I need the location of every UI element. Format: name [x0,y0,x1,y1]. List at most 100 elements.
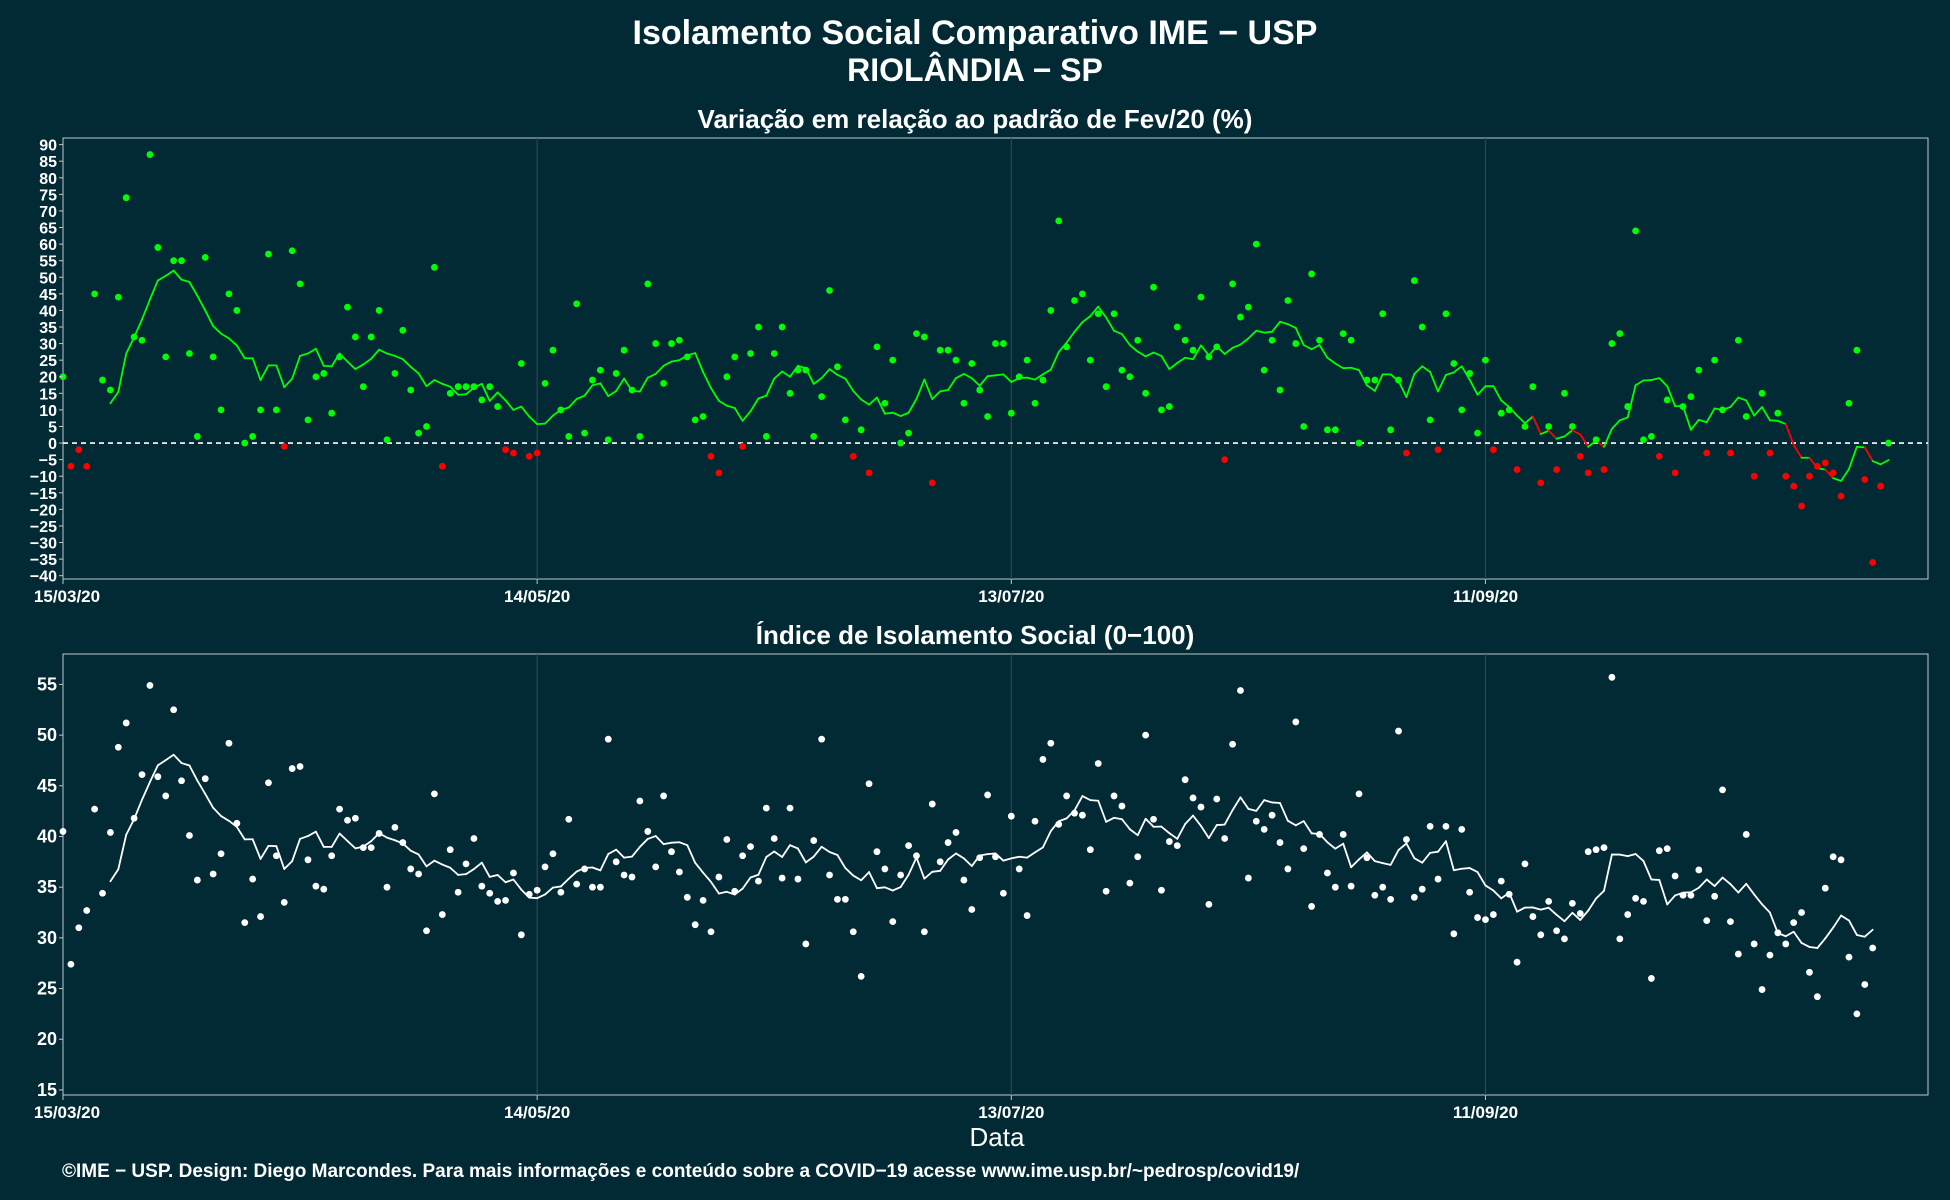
moving-average-segment [1784,930,1795,938]
moving-average-segment [1097,799,1108,823]
data-point [1347,336,1355,344]
moving-average-segment [1500,399,1511,408]
data-point [1616,935,1624,943]
data-point [1063,343,1071,351]
moving-average-segment [409,849,420,856]
data-point [1655,847,1663,855]
data-point [1750,940,1758,948]
moving-average-segment [915,378,926,400]
moving-average-segment [749,873,760,879]
moving-average-segment [1697,878,1708,889]
moving-average-segment [488,874,499,878]
moving-average-segment [1366,384,1376,392]
moving-average-segment [1081,315,1092,324]
x-tick-label: 13/07/20 [978,587,1044,606]
moving-average-segment [623,855,633,859]
data-point [1031,817,1039,825]
data-point [383,883,391,891]
moving-average-segment [172,269,183,281]
moving-average-segment [1516,414,1526,425]
data-point [841,416,849,424]
moving-average-segment [844,867,855,877]
data-point [1719,406,1726,414]
data-point [857,972,865,980]
data-point [1213,795,1221,803]
data-point [1695,866,1703,874]
data-point [1529,913,1537,920]
moving-average-segment [528,896,539,900]
data-point [715,469,723,477]
data-point [1150,283,1157,291]
y-tick-label: 55 [39,254,57,271]
data-point [257,913,264,920]
moving-average-segment [172,753,183,764]
data-point [549,346,557,354]
moving-average-segment [235,344,246,360]
moving-average-segment [741,876,752,890]
data-point [1869,559,1877,566]
index-chart: Índice de Isolamento Social (0−100) 55 50… [34,620,1929,1152]
data-point [138,336,146,344]
data-point [1197,293,1205,301]
data-point [67,960,75,968]
data-point [1790,919,1798,927]
data-point [122,719,130,727]
data-point [517,360,525,367]
data-point [810,433,818,440]
data-point [162,792,170,800]
data-point [209,870,217,878]
data-point [786,804,794,812]
data-point [1300,423,1308,430]
data-point [699,896,707,904]
moving-average-segment [804,855,815,864]
data-point [1806,472,1813,480]
data-point [1442,310,1450,318]
y-tick-label: −20 [30,502,57,519]
moving-average-segment [259,364,270,381]
data-point [1331,883,1339,891]
data-point [1007,812,1015,820]
data-point [1308,270,1316,278]
data-point [1663,845,1671,853]
data-point [107,386,114,394]
moving-average-segment [1445,371,1455,376]
moving-average-segment [994,373,1005,377]
data-point [423,423,430,430]
data-point [1537,931,1545,939]
y-tick-label: 15 [39,386,57,403]
data-point [186,832,193,839]
data-point [920,928,928,936]
data-point [1624,911,1632,918]
data-point [1237,313,1244,321]
data-point [1553,927,1560,935]
data-point [636,433,644,440]
data-point [1837,492,1845,500]
data-point [1442,822,1450,830]
moving-average-segment [765,377,776,397]
data-point [1584,469,1592,477]
moving-average-segment [1263,330,1273,334]
moving-average-segment [1144,817,1155,828]
moving-average-segment [536,893,546,900]
data-point [770,350,778,357]
data-point [1489,911,1497,918]
data-point [739,442,747,450]
moving-average-segment [1097,305,1108,319]
moving-average-segment [1848,919,1858,936]
moving-average-segment [939,858,949,872]
data-point [1158,406,1165,414]
data-point [1126,373,1134,381]
moving-average-segment [947,377,957,391]
moving-average-segment [781,844,791,858]
variation-y-ticks: 908580757065605550454035302520151050−5−1… [30,138,63,586]
moving-average-segment [1168,362,1179,371]
moving-average-segment [559,877,570,888]
data-point [454,383,462,391]
data-point [1189,346,1197,354]
moving-average-segment [1105,816,1115,823]
moving-average-segment [1136,350,1147,358]
moving-average-segment [1579,909,1590,921]
moving-average-segment [1705,407,1716,424]
data-point [1450,360,1458,367]
data-point [1821,884,1829,892]
